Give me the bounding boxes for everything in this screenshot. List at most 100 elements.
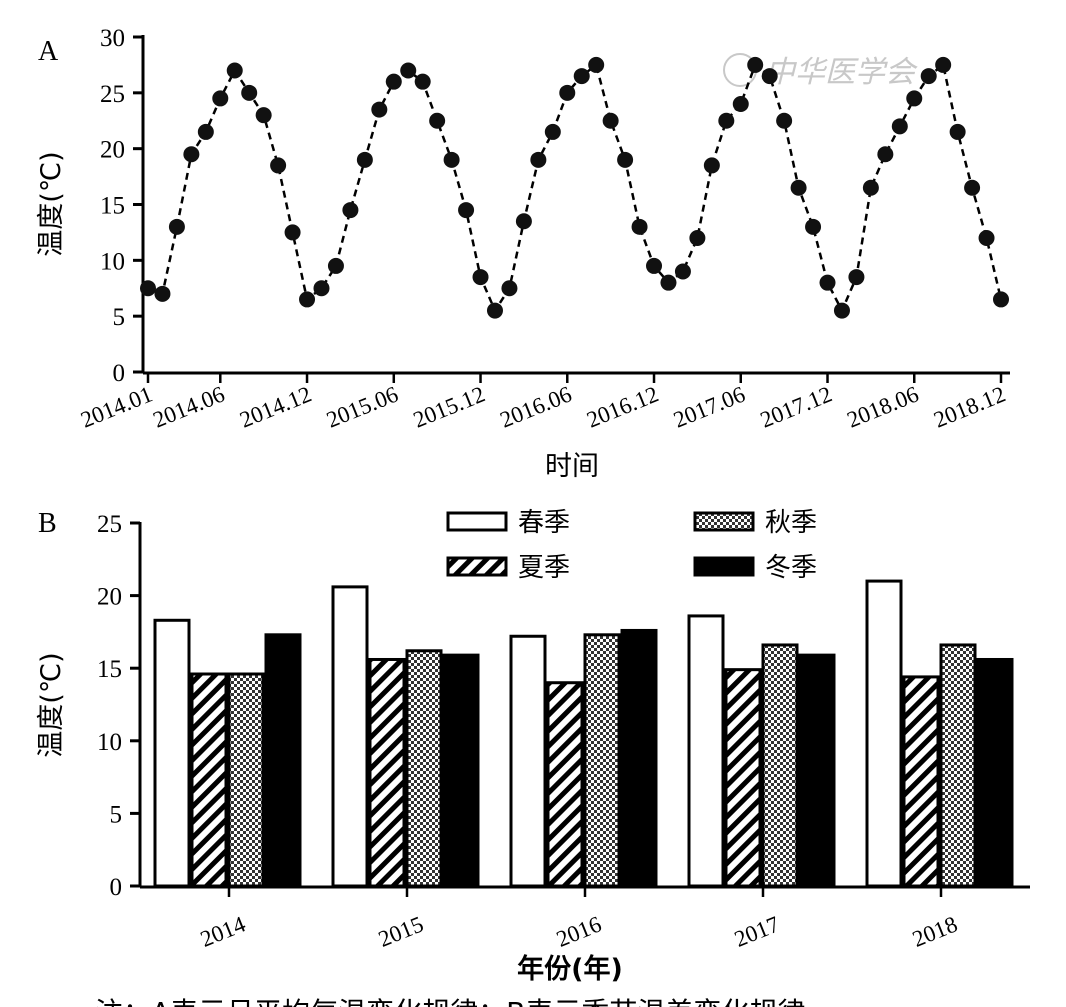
panel-b-bar-white <box>153 618 191 888</box>
legend-swatch-checkered <box>693 511 755 532</box>
panel-b-y-axis-title: 温度(℃) <box>36 652 67 757</box>
panel-b-bar-black <box>976 657 1014 888</box>
panel-b-x-tick-label: 2016 <box>553 911 605 951</box>
panel-a-data-point <box>443 151 460 168</box>
panel-a-data-point <box>631 218 648 235</box>
panel-a-data-point <box>270 157 287 174</box>
panel-b-bar-black <box>264 633 302 888</box>
panel-a-data-point <box>920 68 937 85</box>
panel-b-bar-white <box>687 614 725 888</box>
panel-a-data-point <box>862 179 879 196</box>
panel-b-bar-diagonal-hatch <box>368 657 406 888</box>
panel-a-x-tick-label: 2017.12 <box>757 381 836 432</box>
panel-a-data-point <box>660 274 677 291</box>
panel-b-y-tick-label: 25 <box>97 511 122 538</box>
panel-a-data-point <box>964 179 981 196</box>
panel-b-y-ticks: 0 5 10 15 20 25 <box>97 511 140 901</box>
panel-a-data-point <box>486 302 503 319</box>
panel-b-bars <box>153 579 1014 888</box>
legend-label: 秋季 <box>765 508 817 538</box>
panel-a-data-point <box>588 56 605 73</box>
panel-a-x-tick-label: 2017.06 <box>670 381 749 432</box>
panel-a-data-point <box>646 257 663 274</box>
panel-a-data-point <box>299 291 316 308</box>
panel-a-x-tick-label: 2015.12 <box>410 381 489 432</box>
panel-b-bar-white <box>865 579 903 888</box>
panel-b-x-tick-label: 2018 <box>909 911 961 951</box>
panel-a-data-point <box>805 218 822 235</box>
panel-a-data-point <box>732 96 749 112</box>
panel-a-data-point <box>674 263 691 280</box>
panel-a-data-point <box>544 123 561 140</box>
panel-a-data-point <box>414 73 431 90</box>
panel-a-x-tick-label: 2018.12 <box>930 381 1009 432</box>
panel-b-bar-black <box>442 653 480 888</box>
panel-a-data-point <box>226 62 243 79</box>
panel-a-y-tick-label: 20 <box>100 137 125 164</box>
panel-a-data-point <box>906 90 923 107</box>
panel-b-y-tick-label: 20 <box>97 584 122 611</box>
panel-a-x-tick-label: 2014.12 <box>236 381 315 432</box>
panel-a-y-tick-label: 25 <box>100 81 125 108</box>
panel-b-x-axis-title: 年份(年) <box>517 953 623 985</box>
panel-a-data-point <box>154 285 171 302</box>
panel-a-y-tick-label: 0 <box>113 360 126 387</box>
panel-a-data-point <box>168 218 185 235</box>
panel-a-data-point <box>790 179 807 196</box>
panel-b-label: B <box>38 508 57 539</box>
panel-a-data-point <box>140 280 156 297</box>
panel-a-x-axis-title: 时间 <box>545 451 599 482</box>
panel-a-data-point <box>573 68 590 85</box>
panel-a-points <box>140 56 1009 319</box>
panel-a-x-tick-label: 2014.01 <box>77 381 156 432</box>
panel-b-bar-white <box>331 585 369 888</box>
panel-a-data-point <box>530 151 547 168</box>
panel-a-x-tick-label: 2016.06 <box>496 381 575 432</box>
legend-label: 冬季 <box>765 553 817 583</box>
panel-b-bar-checkered <box>405 649 443 888</box>
panel-a-y-ticks: 0 5 10 15 20 25 30 <box>100 25 143 387</box>
panel-b-bar-checkered <box>583 633 621 888</box>
panel-a-data-point <box>385 73 402 90</box>
legend-swatch-white <box>446 511 508 532</box>
panel-a-data-point <box>472 269 489 286</box>
panel-a-y-axis-title: 温度(℃) <box>36 151 67 256</box>
panel-a-data-point <box>371 101 388 118</box>
panel-a-data-point <box>747 56 764 73</box>
panel-b-bar-checkered <box>227 672 265 888</box>
panel-b-y-tick-label: 0 <box>110 874 123 901</box>
panel-a-y-tick-label: 5 <box>113 304 126 331</box>
panel-a-data-point <box>515 213 532 230</box>
panel-a-data-point <box>458 202 475 219</box>
panel-a-data-point <box>993 291 1009 308</box>
figure-caption: 注：A表示月平均气温变化规律；B表示季节温差变化规律 <box>95 996 805 1007</box>
panel-a-data-point <box>891 118 908 135</box>
panel-a-x-tick-label: 2016.12 <box>583 381 662 432</box>
legend-swatch-diagonal-hatch <box>446 556 508 577</box>
watermark: 中华医学会 <box>723 53 918 90</box>
panel-a-data-point <box>602 112 619 129</box>
panel-a-y-tick-label: 10 <box>100 248 125 275</box>
panel-a-y-tick-label: 30 <box>100 25 125 52</box>
panel-a-data-point <box>718 112 735 129</box>
panel-a-data-point <box>197 123 214 140</box>
panel-b-x-tick-label: 2015 <box>375 911 427 951</box>
panel-a-data-point <box>183 146 200 163</box>
panel-a-data-point <box>356 151 373 168</box>
panel-a-data-point <box>342 202 359 219</box>
watermark-text: 中华医学会 <box>765 55 918 90</box>
panel-a-y-tick-label: 15 <box>100 193 125 220</box>
panel-a-data-point <box>877 146 894 163</box>
panel-a-data-point <box>284 224 301 241</box>
legend-swatch-black <box>693 556 755 577</box>
panel-b-bar-checkered <box>761 643 799 888</box>
legend-label: 春季 <box>518 508 570 538</box>
panel-a-data-point <box>559 84 576 101</box>
panel-a-data-point <box>313 280 330 297</box>
panel-a-x-tick-label: 2018.06 <box>843 381 922 432</box>
panel-b-bar-black <box>798 653 836 888</box>
panel-b-x-ticks: 2014 2015 2016 2017 2018 <box>197 887 961 952</box>
